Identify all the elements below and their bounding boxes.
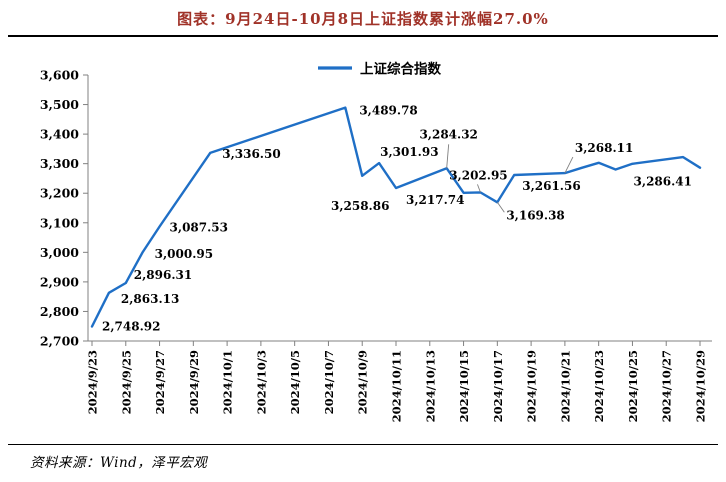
svg-text:3,286.41: 3,286.41 bbox=[634, 175, 692, 189]
svg-text:3,100: 3,100 bbox=[40, 215, 79, 230]
svg-text:2024/10/25: 2024/10/25 bbox=[626, 350, 640, 422]
svg-text:3,301.93: 3,301.93 bbox=[380, 145, 438, 159]
svg-text:2024/10/23: 2024/10/23 bbox=[592, 350, 606, 422]
chart-title: 图表：9月24日-10月8日上证指数累计涨幅27.0% bbox=[177, 10, 549, 28]
footer-divider bbox=[8, 444, 718, 445]
svg-text:3,400: 3,400 bbox=[40, 127, 79, 142]
svg-text:2024/9/25: 2024/9/25 bbox=[119, 350, 133, 414]
svg-text:2024/10/3: 2024/10/3 bbox=[254, 350, 268, 414]
source-note: 资料来源：Wind，泽平宏观 bbox=[30, 455, 208, 471]
svg-text:3,600: 3,600 bbox=[40, 68, 79, 83]
svg-text:3,500: 3,500 bbox=[40, 97, 79, 112]
svg-text:2024/10/13: 2024/10/13 bbox=[423, 350, 437, 422]
svg-text:3,336.50: 3,336.50 bbox=[222, 147, 280, 161]
title-divider bbox=[8, 35, 718, 37]
svg-text:3,200: 3,200 bbox=[40, 186, 79, 201]
svg-text:2024/10/15: 2024/10/15 bbox=[457, 350, 471, 422]
svg-text:2024/10/19: 2024/10/19 bbox=[525, 350, 539, 422]
svg-text:3,000: 3,000 bbox=[40, 245, 79, 260]
svg-text:2,800: 2,800 bbox=[40, 304, 79, 319]
svg-text:2024/9/23: 2024/9/23 bbox=[86, 350, 100, 414]
svg-text:2024/10/5: 2024/10/5 bbox=[288, 350, 302, 414]
svg-text:2024/10/7: 2024/10/7 bbox=[322, 350, 336, 414]
svg-text:3,258.86: 3,258.86 bbox=[331, 199, 389, 213]
svg-text:2024/10/29: 2024/10/29 bbox=[694, 350, 708, 422]
svg-text:2024/10/17: 2024/10/17 bbox=[491, 350, 505, 422]
svg-text:2024/10/1: 2024/10/1 bbox=[221, 350, 235, 414]
svg-text:3,087.53: 3,087.53 bbox=[170, 220, 228, 234]
svg-text:3,268.11: 3,268.11 bbox=[575, 141, 633, 155]
line-chart-canvas: 2,700 2,800 2,900 3,000 3,100 3,200 3,300 3,400… bbox=[40, 61, 712, 422]
svg-text:2,863.13: 2,863.13 bbox=[121, 292, 179, 306]
svg-text:上证综合指数: 上证综合指数 bbox=[360, 61, 441, 78]
svg-text:2,748.92: 2,748.92 bbox=[102, 320, 160, 334]
svg-text:3,202.95: 3,202.95 bbox=[449, 168, 507, 182]
svg-text:3,261.56: 3,261.56 bbox=[522, 179, 580, 193]
svg-text:2024/10/27: 2024/10/27 bbox=[660, 350, 674, 422]
svg-text:3,217.74: 3,217.74 bbox=[406, 193, 464, 207]
svg-text:3,300: 3,300 bbox=[40, 156, 79, 171]
svg-text:3,000.95: 3,000.95 bbox=[155, 247, 213, 261]
svg-text:3,489.78: 3,489.78 bbox=[359, 104, 417, 118]
svg-text:2024/10/11: 2024/10/11 bbox=[390, 350, 404, 422]
svg-text:3,284.32: 3,284.32 bbox=[419, 127, 477, 141]
svg-text:2,700: 2,700 bbox=[40, 334, 79, 349]
svg-text:2024/10/21: 2024/10/21 bbox=[558, 350, 572, 422]
svg-text:2,900: 2,900 bbox=[40, 274, 79, 289]
svg-text:2024/10/9: 2024/10/9 bbox=[356, 350, 370, 414]
svg-text:2024/9/29: 2024/9/29 bbox=[187, 350, 201, 414]
svg-text:3,169.38: 3,169.38 bbox=[506, 208, 564, 222]
svg-text:2,896.31: 2,896.31 bbox=[134, 268, 192, 282]
svg-text:2024/9/27: 2024/9/27 bbox=[153, 350, 167, 414]
